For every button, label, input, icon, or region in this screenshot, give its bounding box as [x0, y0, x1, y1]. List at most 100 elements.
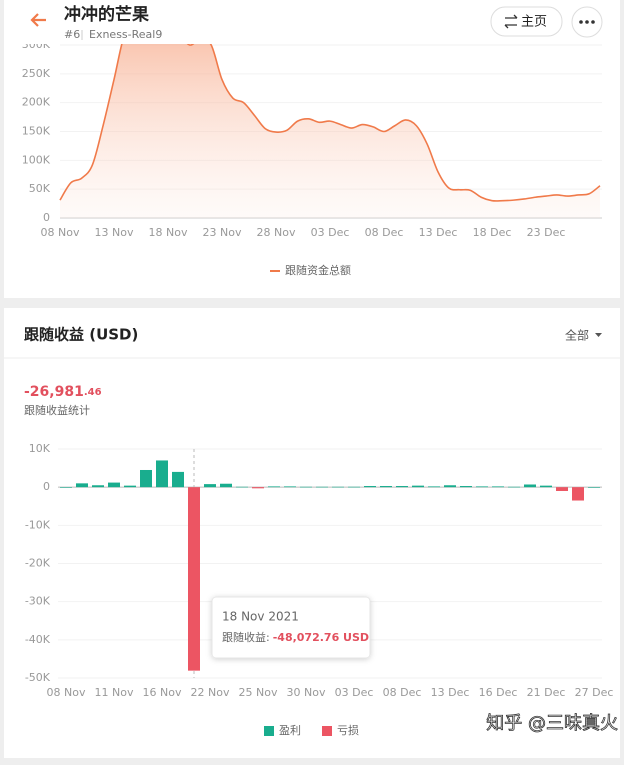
rank: #6	[64, 28, 80, 41]
y-tick-label: 100K	[22, 153, 51, 166]
total: -26,981.46	[24, 384, 102, 400]
header: 冲冲的芒果 #6 Exness-Real9 主页	[4, 0, 620, 44]
x-tick-label: 30 Nov	[287, 686, 326, 699]
y-tick-label: 10K	[29, 442, 51, 455]
bar	[300, 486, 312, 488]
legend-label: 亏损	[337, 723, 359, 737]
tooltip-label: 跟随收益:	[222, 630, 270, 644]
bar	[460, 486, 472, 488]
y-tick-label: 250K	[22, 67, 51, 80]
bar	[540, 485, 552, 488]
bar	[140, 469, 152, 488]
bar	[268, 486, 280, 488]
x-tick-label: 08 Nov	[47, 686, 86, 699]
tooltip-value: -48,072.76 USD	[273, 631, 369, 644]
y-tick-label: 200K	[22, 96, 51, 109]
bar	[284, 486, 296, 488]
bar	[492, 486, 504, 488]
bar	[332, 486, 344, 488]
home-button[interactable]	[490, 6, 563, 37]
y-tick-label: 150K	[22, 125, 51, 138]
x-tick-label: 08 Nov	[41, 226, 80, 239]
x-tick-label: 22 Nov	[191, 686, 230, 699]
y-tick-label: 0	[43, 211, 50, 224]
x-tick-label: 13 Nov	[95, 226, 134, 239]
watermark: 知乎 @三味真火	[486, 713, 618, 734]
bar	[76, 483, 88, 488]
tooltip-box	[211, 596, 371, 659]
bar	[220, 483, 232, 488]
legend-label: 盈利	[279, 724, 301, 737]
x-tick-label: 13 Dec	[431, 686, 470, 699]
section-title: 跟随收益 (USD)	[24, 326, 138, 344]
x-tick-label: 03 Dec	[335, 686, 374, 699]
bar	[572, 487, 584, 501]
bar	[108, 482, 120, 488]
y-tick-label: -50K	[25, 671, 51, 684]
bar	[156, 460, 168, 488]
bar	[428, 486, 440, 488]
bar	[364, 486, 376, 488]
x-tick-label: 28 Nov	[257, 226, 296, 239]
bar	[172, 471, 184, 488]
bar	[588, 487, 600, 488]
title: 冲冲的芒果	[64, 4, 149, 25]
bar	[412, 485, 424, 488]
x-tick-label: 27 Dec	[575, 686, 614, 699]
tooltip: 18 Nov 2021 跟随收益: -48,072.76 USD	[211, 596, 371, 659]
y-tick-label: 0	[43, 480, 50, 493]
bar	[556, 487, 568, 491]
total-label: 跟随收益统计	[24, 403, 90, 417]
x-tick-label: 13 Dec	[419, 226, 458, 239]
bar	[396, 486, 408, 488]
bar	[444, 485, 456, 488]
bar	[124, 485, 136, 488]
bar	[60, 487, 72, 488]
bar	[316, 486, 328, 488]
swap-icon	[504, 14, 518, 29]
tooltip-title: 18 Nov 2021	[222, 610, 299, 624]
y-tick-label: 50K	[29, 182, 51, 195]
bar	[236, 486, 248, 488]
tooltip-row: 跟随收益: -48,072.76 USD	[222, 630, 369, 644]
bar	[380, 486, 392, 488]
x-tick-label: 23 Dec	[527, 226, 566, 239]
x-tick-label: 25 Nov	[239, 686, 278, 699]
x-tick-label: 08 Dec	[383, 686, 422, 699]
dot	[585, 20, 589, 24]
legend-swatch	[264, 726, 274, 736]
back-button[interactable]	[30, 13, 46, 27]
bar	[508, 486, 520, 488]
x-tick-label: 16 Dec	[479, 686, 518, 699]
panel	[4, 308, 620, 758]
bar	[252, 487, 264, 489]
dot	[591, 20, 595, 24]
x-tick-label: 18 Dec	[473, 226, 512, 239]
bar	[204, 484, 216, 488]
account: Exness-Real9	[89, 28, 162, 41]
x-tick-label: 23 Nov	[203, 226, 242, 239]
bar	[92, 485, 104, 488]
chart-2: 10K 0 -10K -20K -30K -40K -50K 08 Nov 11 Nov 16 N…	[25, 442, 614, 737]
dot	[579, 20, 583, 24]
x-tick-label: 11 Nov	[95, 686, 134, 699]
x-tick-label: 18 Nov	[149, 226, 188, 239]
y-tick-label: -40K	[25, 633, 51, 646]
bar	[348, 486, 360, 488]
filter[interactable]: 全部	[565, 328, 589, 343]
home-label: 主页	[521, 15, 547, 30]
legend-swatch	[322, 726, 332, 736]
y-tick-label: -30K	[25, 595, 51, 608]
bar	[524, 484, 536, 488]
x-tick-label: 03 Dec	[311, 226, 350, 239]
x-tick-label: 21 Dec	[527, 686, 566, 699]
x-tick-label: 16 Nov	[143, 686, 182, 699]
total-main: -26,981	[24, 384, 84, 400]
legend-label: 跟随资金总额	[285, 263, 351, 277]
bar	[188, 487, 200, 671]
dropdown-icon	[595, 333, 602, 337]
area-fill	[60, 44, 600, 218]
